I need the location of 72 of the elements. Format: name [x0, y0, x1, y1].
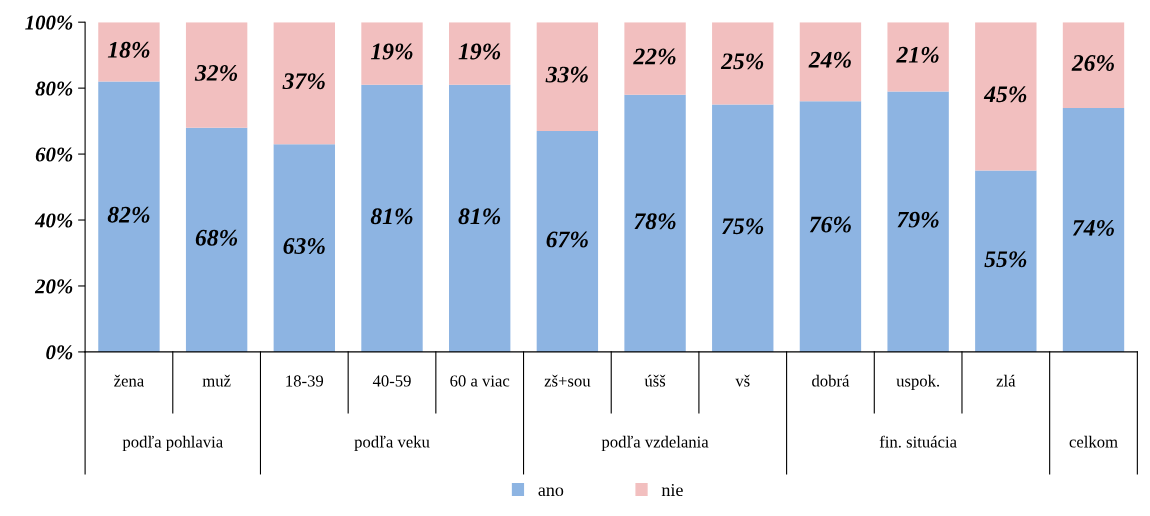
- bar: [449, 84, 511, 352]
- y-tick-label: 80%: [35, 81, 73, 96]
- x-tick-label: zš+sou: [544, 374, 591, 387]
- bar: [624, 94, 686, 352]
- y-tick-label: 40%: [34, 213, 73, 228]
- text: 33%: [545, 66, 588, 83]
- text: 37%: [282, 73, 325, 90]
- bar: [975, 170, 1037, 352]
- text: 19%: [370, 43, 413, 60]
- bar: [536, 22, 599, 131]
- text: 25%: [720, 53, 764, 70]
- text: celkom: [1069, 435, 1118, 448]
- bar: [361, 22, 423, 85]
- x-tick-label: dobrá: [812, 374, 850, 387]
- legend-label: nie: [661, 483, 683, 497]
- bar: [887, 22, 949, 92]
- legend-label: ano: [538, 487, 564, 497]
- bar: [1062, 22, 1125, 108]
- y-tick-label: 100%: [25, 15, 73, 30]
- text: 45%: [983, 86, 1027, 103]
- text: 55%: [984, 251, 1027, 268]
- text: 81%: [458, 208, 501, 225]
- x-tick-label: vš: [735, 374, 750, 387]
- text: 79%: [897, 211, 939, 228]
- bar: [536, 131, 599, 352]
- text: podľa veku: [354, 435, 430, 451]
- text: 67%: [546, 231, 588, 248]
- bar: [185, 22, 248, 128]
- text: 24%: [808, 51, 851, 68]
- bar: [273, 144, 336, 352]
- text: 74%: [1072, 219, 1114, 236]
- text: 63%: [283, 238, 325, 255]
- text: podľa vzdelania: [601, 435, 709, 451]
- text: 68%: [195, 229, 238, 246]
- text: 18%: [107, 41, 150, 58]
- bar: [887, 91, 949, 352]
- x-tick-label: muž: [202, 374, 231, 387]
- text: 75%: [722, 218, 764, 235]
- bar: [975, 22, 1037, 171]
- y-tick-label: 20%: [34, 279, 73, 294]
- bar: [449, 22, 511, 85]
- bar: [799, 22, 862, 102]
- bar: [273, 22, 336, 145]
- x-tick-label: uspok.: [896, 374, 940, 390]
- bar: [185, 127, 248, 352]
- bar: [98, 81, 160, 352]
- text: 32%: [194, 64, 238, 81]
- text: 22%: [633, 48, 676, 65]
- text: 82%: [107, 206, 150, 223]
- text: 19%: [458, 43, 501, 60]
- bar: [1062, 107, 1125, 352]
- text: podľa pohlavia: [122, 435, 223, 451]
- text: 26%: [1071, 55, 1114, 72]
- x-tick-label: 60 a viac: [450, 375, 510, 387]
- x-tick-label: žena: [114, 374, 144, 387]
- bar: [712, 22, 774, 105]
- text: 81%: [370, 208, 413, 225]
- x-tick-label: zlá: [996, 374, 1016, 387]
- bar: [98, 22, 160, 82]
- text: 78%: [634, 213, 676, 230]
- text: 21%: [896, 46, 939, 63]
- y-tick-label: 60%: [35, 147, 73, 162]
- text: fin. situácia: [879, 435, 957, 448]
- bar: [712, 104, 774, 352]
- x-tick-label: úšš: [644, 374, 666, 387]
- bar: [624, 22, 686, 95]
- x-tick-label: 40-59: [372, 375, 411, 387]
- bar: [799, 101, 862, 352]
- bar: [361, 84, 423, 352]
- text: 76%: [809, 216, 851, 233]
- x-tick-label: 18-39: [286, 375, 324, 387]
- y-tick-label: 0%: [46, 345, 73, 360]
